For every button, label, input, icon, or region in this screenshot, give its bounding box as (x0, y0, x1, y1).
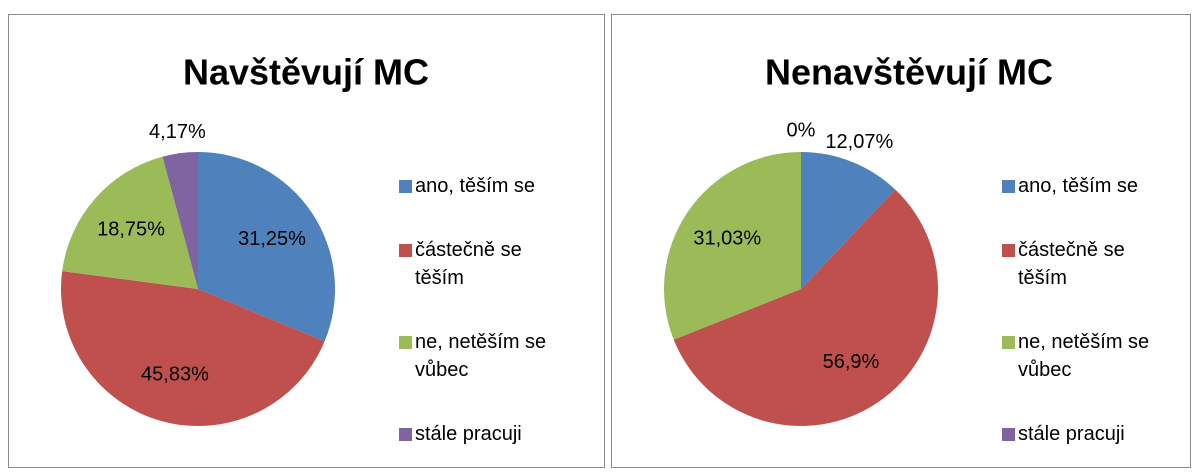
legend-swatch (399, 244, 412, 257)
legend-swatch (1002, 336, 1015, 349)
legend-label: ne, netěším se vůbec (415, 331, 547, 381)
pie-slice (61, 271, 325, 426)
data-label: 56,9% (823, 351, 880, 373)
legend-entry: ne, netěším se vůbec (1002, 328, 1177, 384)
pie-slice (162, 152, 198, 289)
legend-entry: stále pracuji (1002, 420, 1177, 448)
legend-entry: ano, těším se (399, 172, 574, 200)
chart-panel: Nenavštěvují MC 12,07% 56,9% 31,03% 0% ano, t… (611, 14, 1191, 468)
pie-slice (664, 152, 801, 340)
data-label: 12,07% (825, 131, 893, 153)
data-label: 4,17% (149, 121, 206, 143)
data-label: 18,75% (97, 219, 165, 241)
legend-label: částečně se těším (415, 239, 522, 289)
legend-swatch (399, 180, 412, 193)
legend-entry: částečně se těším (1002, 236, 1177, 292)
legend-label: částečně se těším (1018, 239, 1125, 289)
legend: ano, těším se částečně se těším ne, netěší… (399, 172, 574, 448)
pie-slice (801, 152, 896, 289)
legend: ano, těším se částečně se těším ne, netěší… (1002, 172, 1177, 448)
data-label: 45,83% (141, 363, 209, 385)
legend-entry: stále pracuji (399, 420, 574, 448)
data-label: 0% (787, 120, 816, 142)
legend-swatch (399, 428, 412, 441)
chart-panel: Navštěvují MC 31,25% 45,83% 18,75% 4,17% ano,… (8, 14, 605, 468)
legend-label: stále pracuji (1018, 423, 1125, 445)
chart-title: Navštěvují MC (183, 52, 429, 93)
legend-label: ano, těším se (1018, 175, 1139, 197)
legend-swatch (399, 336, 412, 349)
legend-label: stále pracuji (415, 423, 522, 445)
legend-swatch (1002, 428, 1015, 441)
legend-entry: ne, netěším se vůbec (399, 328, 574, 384)
legend-entry: částečně se těším (399, 236, 574, 292)
legend-entry: ano, těším se (1002, 172, 1177, 200)
legend-label: ne, netěším se vůbec (1018, 331, 1150, 381)
data-label: 31,25% (238, 228, 306, 250)
legend-label: ano, těším se (415, 175, 536, 197)
pie-slice (673, 189, 938, 426)
legend-swatch (1002, 244, 1015, 257)
pie-slice (62, 156, 199, 289)
pie-slice (198, 152, 336, 342)
legend-swatch (1002, 180, 1015, 193)
chart: Nenavštěvují MC 12,07% 56,9% 31,03% 0% (664, 52, 1053, 426)
chart: Navštěvují MC 31,25% 45,83% 18,75% 4,17% (61, 52, 429, 426)
chart-title: Nenavštěvují MC (765, 52, 1053, 93)
data-label: 31,03% (693, 227, 761, 249)
